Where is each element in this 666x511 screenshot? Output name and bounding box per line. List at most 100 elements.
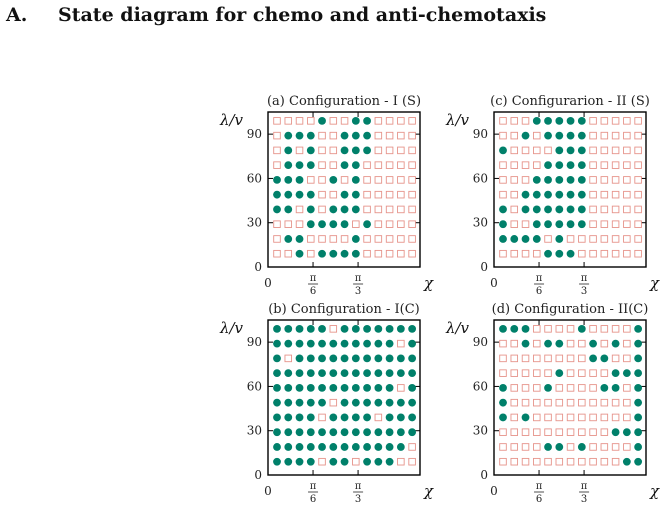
- empty-marker: [499, 190, 507, 199]
- filled-marker: [622, 457, 631, 466]
- empty-marker: [374, 413, 383, 422]
- empty-marker: [611, 131, 620, 140]
- y-tick-label: 90: [247, 127, 262, 141]
- empty-marker: [499, 249, 507, 258]
- plot-frame: [267, 111, 421, 268]
- empty-marker: [329, 325, 338, 333]
- filled-marker: [284, 176, 293, 184]
- filled-marker: [577, 131, 586, 140]
- empty-marker: [589, 325, 597, 333]
- empty-marker: [499, 428, 507, 436]
- filled-marker: [340, 443, 349, 451]
- empty-marker: [385, 249, 394, 258]
- x-tick-label-denominator: 3: [355, 286, 361, 297]
- empty-marker: [329, 161, 338, 169]
- empty-marker: [589, 443, 597, 451]
- filled-marker: [577, 161, 586, 170]
- filled-marker: [555, 205, 564, 214]
- empty-marker: [578, 384, 586, 392]
- x-tick-label-numerator: π: [355, 273, 362, 284]
- empty-marker: [329, 131, 338, 140]
- empty-marker: [600, 457, 609, 466]
- empty-marker: [634, 205, 642, 214]
- filled-marker: [385, 369, 394, 378]
- empty-marker: [623, 176, 631, 184]
- filled-marker: [499, 398, 507, 407]
- empty-marker: [397, 190, 405, 199]
- empty-marker: [611, 205, 620, 214]
- filled-marker: [340, 205, 349, 214]
- filled-marker: [521, 339, 530, 348]
- filled-marker: [363, 398, 371, 407]
- empty-marker: [397, 220, 405, 228]
- empty-marker: [499, 369, 507, 377]
- empty-marker: [578, 369, 586, 377]
- empty-marker: [408, 249, 416, 258]
- empty-marker: [510, 176, 519, 184]
- empty-marker: [600, 161, 609, 169]
- filled-marker: [363, 457, 371, 466]
- y-tick-label: 60: [473, 171, 488, 185]
- empty-marker: [533, 354, 541, 363]
- empty-marker: [533, 249, 541, 258]
- empty-marker: [634, 146, 642, 155]
- x-tick-label: 0: [264, 276, 272, 290]
- filled-marker: [351, 324, 360, 333]
- filled-marker: [329, 384, 338, 392]
- y-tick-label: 0: [480, 468, 488, 482]
- empty-marker: [363, 235, 371, 243]
- empty-marker: [273, 117, 281, 125]
- empty-marker: [318, 146, 326, 155]
- empty-marker: [566, 413, 575, 422]
- empty-marker: [385, 117, 394, 125]
- empty-marker: [611, 413, 620, 422]
- filled-marker: [340, 369, 349, 378]
- filled-marker: [295, 176, 304, 184]
- filled-marker: [577, 176, 586, 184]
- empty-marker: [533, 428, 541, 436]
- empty-marker: [295, 146, 304, 155]
- empty-marker: [544, 428, 552, 436]
- filled-marker: [499, 413, 507, 422]
- y-tick-label: 60: [473, 379, 488, 393]
- empty-marker: [589, 369, 597, 377]
- filled-marker: [544, 161, 552, 170]
- filled-marker: [363, 324, 371, 333]
- filled-marker: [566, 249, 575, 258]
- filled-marker: [329, 443, 338, 451]
- empty-marker: [623, 146, 631, 155]
- filled-marker: [544, 249, 552, 258]
- filled-marker: [306, 369, 315, 378]
- empty-marker: [533, 146, 541, 155]
- filled-marker: [555, 131, 564, 140]
- filled-marker: [295, 235, 304, 243]
- empty-marker: [600, 443, 609, 451]
- filled-marker: [318, 116, 326, 125]
- empty-marker: [533, 443, 541, 451]
- filled-marker: [532, 220, 541, 229]
- filled-marker: [340, 161, 349, 170]
- x-tick-label-numerator: π: [310, 481, 317, 492]
- filled-marker: [329, 249, 338, 258]
- panel-title: (b) Configuration - I(C): [268, 302, 420, 317]
- filled-marker: [340, 146, 349, 155]
- empty-marker: [600, 369, 609, 377]
- empty-marker: [273, 131, 281, 140]
- empty-marker: [566, 235, 575, 243]
- empty-marker: [397, 146, 405, 155]
- filled-marker: [634, 324, 643, 333]
- empty-marker: [623, 117, 631, 125]
- filled-marker: [521, 235, 530, 243]
- filled-marker: [363, 428, 371, 437]
- filled-marker: [566, 161, 575, 170]
- empty-marker: [510, 428, 519, 436]
- empty-marker: [611, 117, 620, 125]
- empty-marker: [374, 117, 383, 125]
- empty-marker: [600, 428, 609, 436]
- filled-marker: [396, 324, 405, 333]
- filled-marker: [306, 398, 315, 407]
- empty-marker: [284, 249, 293, 258]
- filled-marker: [329, 457, 338, 466]
- empty-marker: [521, 117, 530, 125]
- empty-marker: [307, 249, 315, 258]
